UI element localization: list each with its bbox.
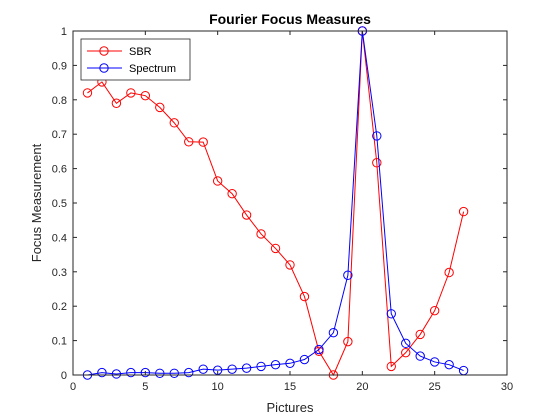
series-line-spectrum [87,30,464,376]
x-tick-layer: 0 5 10 15 20 25 30 [70,31,513,393]
data-point-spectrum [126,367,136,378]
data-point-spectrum [444,359,454,370]
y-tick-label: 0.3 [52,267,67,279]
x-axis-label: Pictures [267,400,314,415]
data-point-spectrum [169,368,179,378]
data-point-sbr [372,158,382,168]
y-tick-label: 1 [61,26,67,38]
data-point-sbr [343,336,353,347]
y-axis-label: Focus Measurement [29,143,44,262]
data-point-sbr [386,361,396,372]
data-point-sbr [184,137,194,147]
y-tick-layer: 0 0.1 0.2 0.3 0.4 0.5 0.6 0.7 0.8 0.9 1 [52,26,507,382]
legend-box [80,38,191,81]
data-point-spectrum [285,358,295,369]
data-point-spectrum [198,364,208,374]
data-point-spectrum [256,361,266,372]
data-point-sbr [111,98,122,108]
data-point-spectrum [111,369,122,379]
x-tick-label: 10 [212,381,224,393]
y-tick-label: 0.7 [52,129,67,141]
data-point-spectrum [343,270,353,280]
data-point-sbr [140,90,151,101]
data-point-spectrum [372,131,382,141]
data-point-spectrum [227,364,237,374]
data-point-sbr [458,206,469,217]
data-point-sbr [299,291,310,302]
data-point-spectrum [299,354,310,365]
data-point-sbr [401,347,411,358]
x-tick-label: 0 [70,381,76,393]
data-point-sbr [256,229,266,239]
legend-spectrum-label: Spectrum [129,63,176,75]
data-point-sbr [444,267,454,278]
y-tick-label: 0.1 [52,336,67,348]
y-tick-label: 0.6 [52,164,67,176]
data-point-sbr [82,88,93,98]
y-tick-label: 0 [61,370,67,382]
plot-area [73,31,507,375]
y-tick-label: 0.2 [52,301,67,313]
x-tick-label: 20 [356,381,368,393]
legend-spectrum-marker [99,63,109,73]
data-point-sbr [415,329,425,340]
data-point-spectrum [328,327,339,338]
x-tick-label: 15 [284,381,296,393]
legend: SBR Spectrum [80,38,191,81]
x-tick-label: 25 [429,381,441,393]
x-tick-label: 5 [142,381,148,393]
y-tick-label: 0.5 [52,198,67,210]
data-point-spectrum [140,367,151,378]
data-point-sbr [227,189,237,199]
y-tick-label: 0.4 [52,232,67,244]
chart-title: Fourier Focus Measures [209,11,371,27]
data-point-sbr [212,176,223,186]
y-tick-label: 0.9 [52,60,67,72]
data-point-sbr [241,210,252,220]
data-point-sbr [126,88,136,98]
data-point-spectrum [270,359,281,370]
y-tick-label: 0.8 [52,95,67,107]
x-tick-label: 30 [501,381,513,393]
data-point-spectrum [241,363,252,373]
series-layer [82,26,469,380]
series-line-sbr [87,30,465,377]
data-point-spectrum [415,351,425,361]
data-point-sbr [270,243,281,254]
data-point-sbr [169,118,179,128]
data-point-sbr [198,137,208,147]
data-point-spectrum [314,344,324,355]
legend-sbr-label: SBR [129,46,152,58]
data-point-spectrum [155,368,165,378]
data-point-spectrum [386,309,396,319]
data-point-sbr [285,260,295,270]
data-point-spectrum [401,338,411,349]
data-point-spectrum [429,357,440,367]
data-point-sbr [155,102,165,113]
legend-sbr-marker [99,46,109,56]
data-point-spectrum [184,367,194,378]
data-point-spectrum [97,367,107,378]
data-point-sbr [429,305,440,316]
